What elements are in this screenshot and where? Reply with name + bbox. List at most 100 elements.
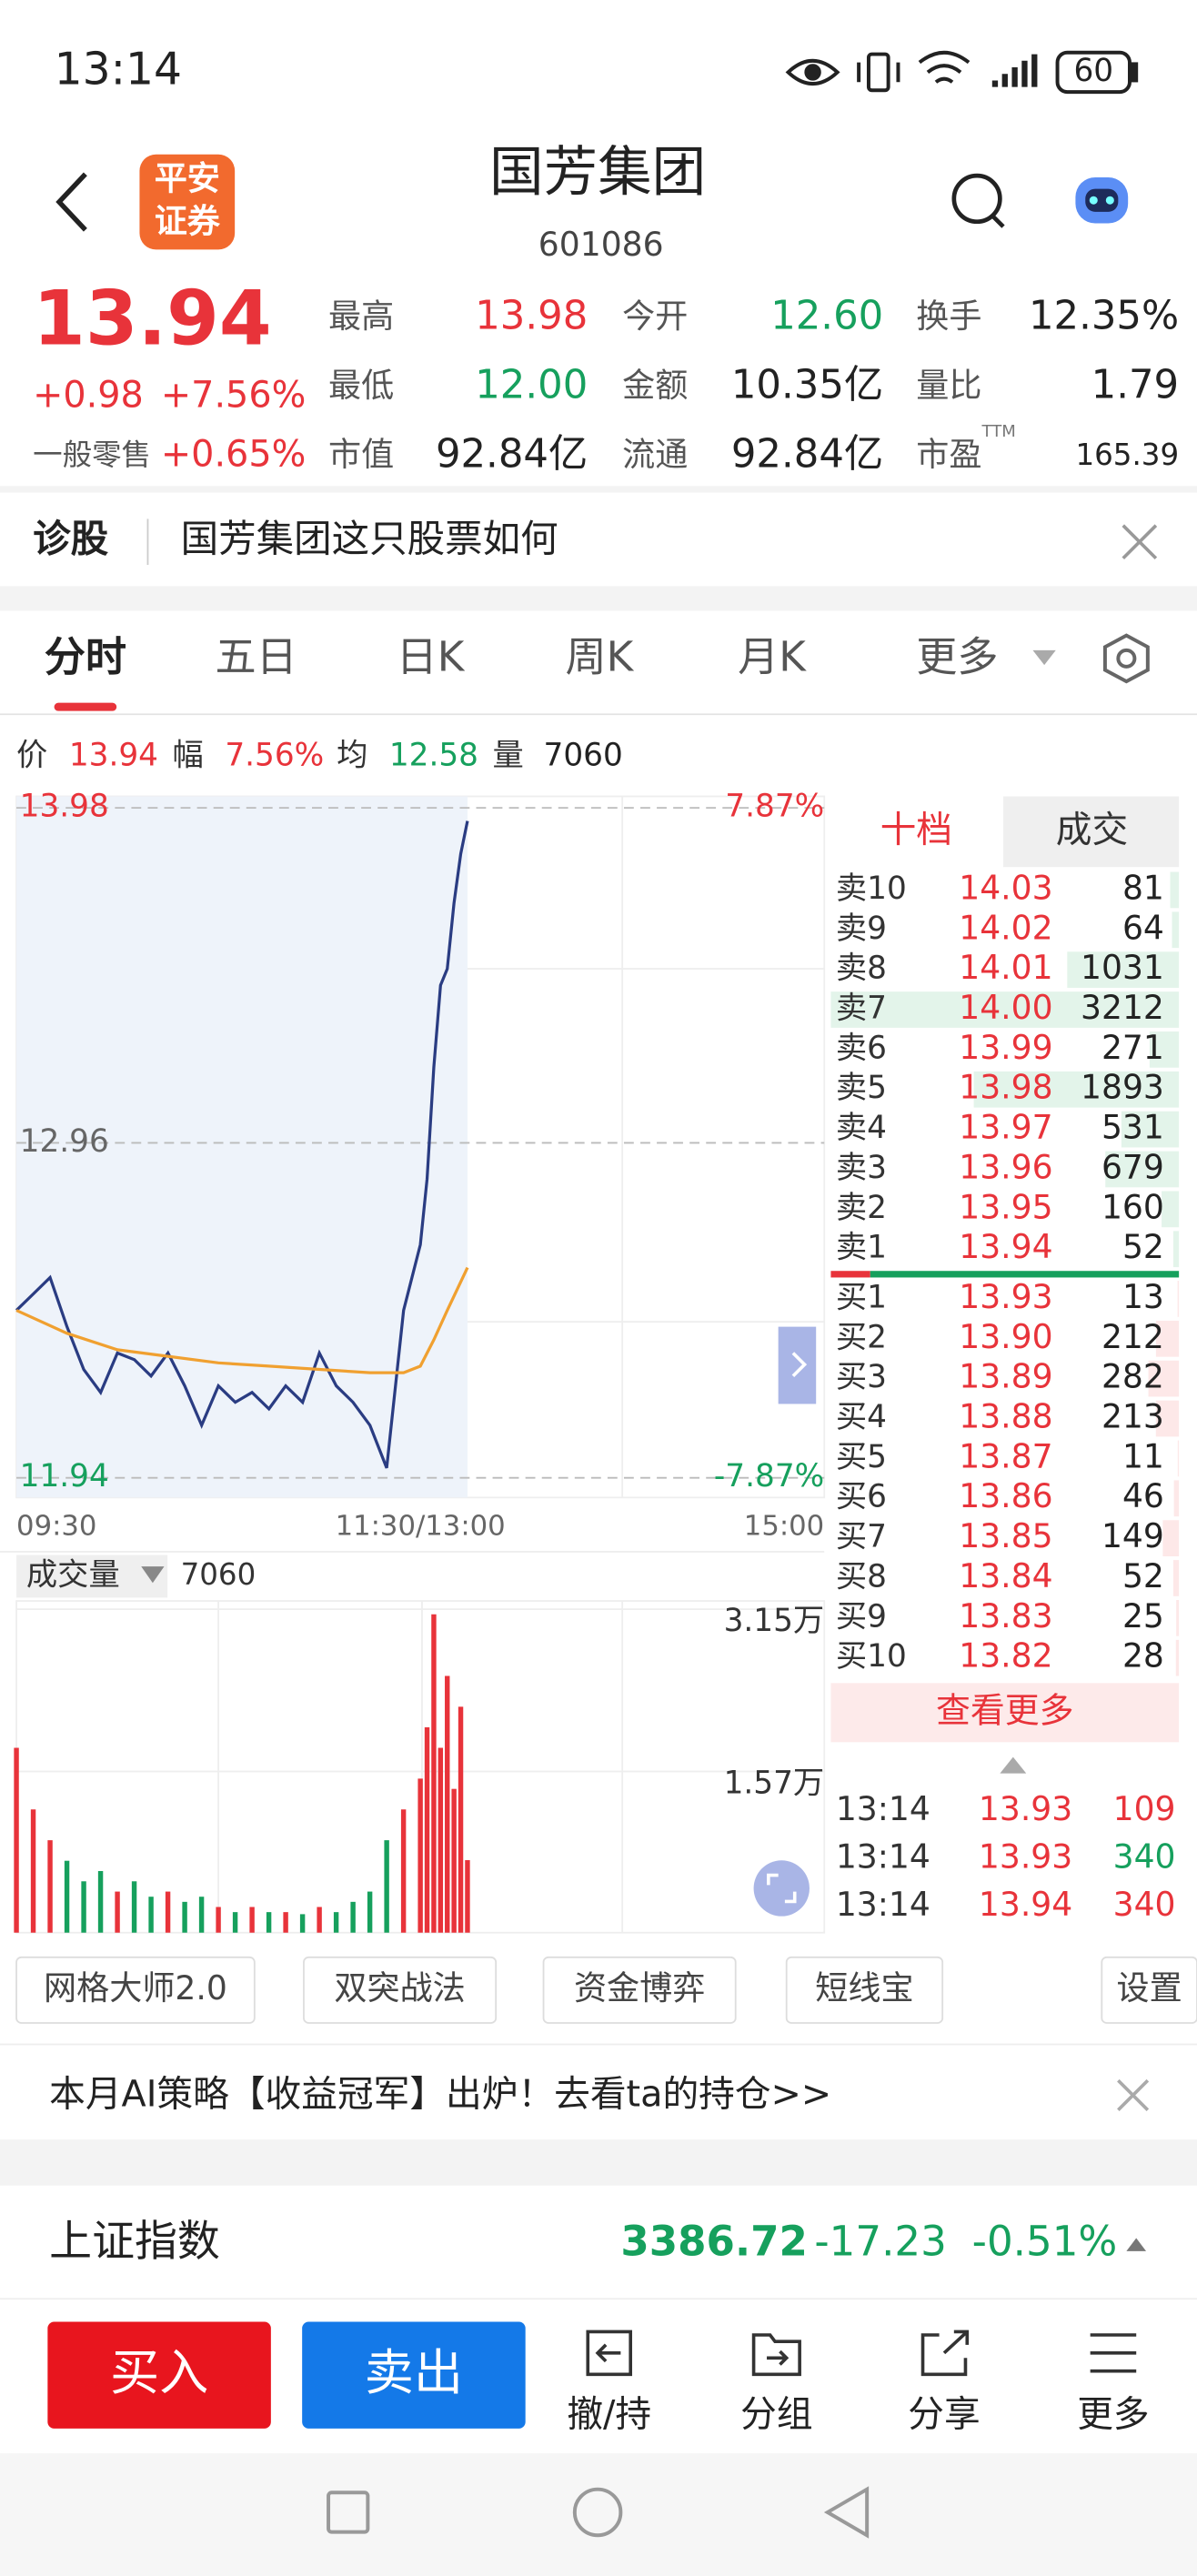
action-label[interactable]: 更多: [1077, 2394, 1149, 2436]
book-volume: 81: [1122, 868, 1164, 907]
back-nav-button[interactable]: [823, 2486, 870, 2539]
volume-bar: [30, 1809, 36, 1933]
book-volume: 160: [1101, 1187, 1164, 1226]
volume-bar: [445, 1675, 450, 1933]
fullscreen-button[interactable]: [753, 1860, 810, 1917]
tab[interactable]: 周K: [566, 633, 635, 681]
collapse-arrow[interactable]: [1000, 1756, 1027, 1774]
promo-banner[interactable]: 本月AI策略【收益冠军】出炉！去看ta的持仓>>: [49, 2074, 831, 2116]
book-price: 13.97: [959, 1108, 1052, 1147]
volume-bar: [249, 1907, 255, 1933]
tool-label[interactable]: 网格大师2.0: [44, 1968, 227, 2007]
dropdown-arrow: [141, 1566, 165, 1584]
book-volume: 1893: [1081, 1068, 1164, 1107]
volume-selector[interactable]: [16, 1555, 168, 1598]
volume-bar: [97, 1870, 104, 1933]
book-tab[interactable]: 成交: [1056, 810, 1128, 851]
depth-bar: [1121, 1111, 1180, 1148]
book-price: 13.84: [959, 1556, 1052, 1595]
stat-value: 12.60: [770, 294, 883, 339]
tool-button[interactable]: [785, 1956, 944, 2024]
dropdown-arrow: [1032, 649, 1056, 666]
tab[interactable]: 月K: [738, 633, 807, 681]
trade-time: 13:14: [836, 1885, 930, 1924]
stat-label: 市盈: [916, 435, 981, 474]
system-nav: [327, 2486, 870, 2539]
stat-label: 流通: [622, 435, 688, 474]
tab[interactable]: 日K: [397, 633, 466, 681]
assistant-button[interactable]: [1075, 176, 1129, 224]
logo-text: 平安: [155, 159, 220, 198]
action-label[interactable]: 撤/持: [567, 2394, 651, 2436]
action-label[interactable]: 分组: [740, 2394, 812, 2436]
book-price: 13.96: [959, 1147, 1052, 1186]
volume-bar: [458, 1706, 464, 1933]
book-tab[interactable]: 十档: [880, 810, 952, 851]
tool-label[interactable]: 资金博弈: [574, 1968, 705, 2007]
volume-bar: [198, 1897, 205, 1933]
book-volume: 11: [1122, 1436, 1164, 1475]
book-price: 14.03: [959, 868, 1052, 907]
stat-label: 今开: [622, 297, 688, 336]
expand-panel-button[interactable]: [778, 1326, 817, 1404]
group-icon[interactable]: [751, 2333, 801, 2377]
sell-label[interactable]: 卖出: [365, 2344, 463, 2401]
book-label: 卖9: [836, 911, 887, 947]
volume-label[interactable]: 成交量: [26, 1556, 120, 1593]
info-value: 12.58: [389, 738, 478, 774]
volume-bar: [283, 1912, 288, 1933]
volume-bar: [333, 1912, 339, 1933]
sell-button[interactable]: [302, 2321, 526, 2429]
diagnosis-label[interactable]: 诊股: [33, 517, 109, 561]
back-button[interactable]: [55, 172, 87, 232]
tab[interactable]: 更多: [916, 633, 998, 681]
stat-label: 市值: [328, 435, 394, 474]
tab[interactable]: 分时: [45, 633, 126, 681]
book-volume: 212: [1101, 1317, 1164, 1356]
y-tick-label: 3.15万: [724, 1603, 825, 1639]
tab-background: [1002, 796, 1180, 868]
more-button[interactable]: 查看更多: [936, 1690, 1074, 1730]
book-price: 13.98: [959, 1068, 1052, 1107]
close-button[interactable]: [1117, 2078, 1150, 2111]
expand-arrow[interactable]: [1126, 2238, 1147, 2251]
home-button[interactable]: [572, 2487, 623, 2538]
withdraw-icon[interactable]: [586, 2329, 633, 2377]
buy-label[interactable]: 买入: [110, 2344, 208, 2401]
action-label[interactable]: 分享: [908, 2394, 980, 2436]
book-price: 13.88: [959, 1397, 1052, 1436]
search-button[interactable]: [951, 173, 1005, 228]
tool-button[interactable]: [15, 1956, 256, 2024]
book-volume: 52: [1122, 1556, 1164, 1595]
book-label: 买9: [836, 1598, 887, 1635]
tool-button[interactable]: [303, 1956, 498, 2024]
search-icon: [951, 173, 1002, 225]
tool-label[interactable]: 短线宝: [815, 1968, 913, 2007]
book-price: 13.83: [959, 1596, 1052, 1635]
volume-bar: [451, 1788, 457, 1933]
volume-bar: [182, 1901, 187, 1933]
robot-eye: [1089, 196, 1098, 205]
book-label: 买1: [836, 1279, 887, 1315]
info-label: 量: [493, 738, 524, 774]
more-icon[interactable]: [1090, 2333, 1137, 2373]
settings-button[interactable]: [1102, 633, 1150, 684]
depth-bar: [1155, 1400, 1180, 1437]
gear-icon: [1102, 633, 1150, 684]
book-volume: 271: [1101, 1028, 1164, 1067]
tool-label[interactable]: 双突战法: [334, 1968, 465, 2007]
tab[interactable]: 五日: [215, 633, 297, 681]
more-button-bg[interactable]: [830, 1683, 1180, 1743]
tool-label[interactable]: 设置: [1117, 1968, 1182, 2007]
sector-name: 一般零售: [33, 438, 151, 472]
index-name[interactable]: 上证指数: [49, 2217, 220, 2267]
tool-button[interactable]: [542, 1956, 737, 2024]
recent-apps-button[interactable]: [327, 2490, 370, 2534]
buy-button[interactable]: [47, 2321, 271, 2429]
volume-bar: [367, 1891, 373, 1933]
share-icon[interactable]: [920, 2329, 970, 2377]
close-button[interactable]: [1122, 524, 1158, 560]
volume-bar: [384, 1840, 389, 1933]
diagnosis-text[interactable]: 国芳集团这只股票如何: [181, 517, 558, 561]
